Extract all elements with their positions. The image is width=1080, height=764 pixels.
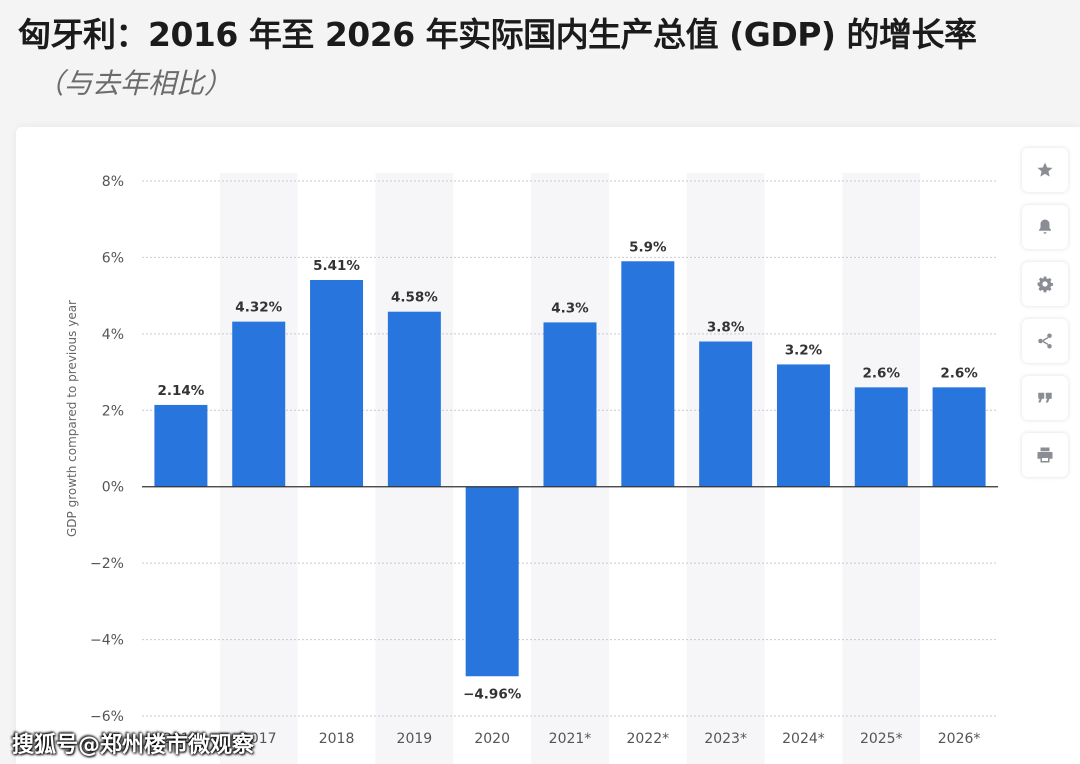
x-tick-label: 2022* bbox=[626, 731, 669, 747]
bar bbox=[854, 387, 908, 487]
settings-button[interactable] bbox=[1022, 262, 1068, 306]
x-tick-label: 2016 bbox=[163, 731, 199, 747]
y-tick-label: −4% bbox=[90, 633, 124, 649]
bar bbox=[465, 486, 519, 677]
x-tick-label: 2017 bbox=[241, 731, 277, 747]
data-label: 2.6% bbox=[863, 365, 901, 381]
cite-button[interactable] bbox=[1022, 376, 1068, 420]
x-tick-label: 2018 bbox=[319, 731, 355, 747]
x-tick-label: 2019 bbox=[397, 731, 433, 747]
bar-chart: 8% 6% 4% 2% 0% −2% −4% −6% 2.14% 2016 4.32% 2017 5.4… bbox=[65, 173, 998, 764]
bar bbox=[776, 364, 830, 487]
bar bbox=[932, 387, 986, 487]
y-tick-label: 8% bbox=[102, 174, 124, 190]
data-label: 2.6% bbox=[940, 365, 978, 381]
favorite-button[interactable] bbox=[1022, 148, 1068, 192]
data-label: 3.2% bbox=[785, 342, 823, 358]
bar bbox=[154, 404, 208, 487]
gear-icon bbox=[1037, 276, 1053, 293]
y-tick-label: 2% bbox=[102, 403, 124, 419]
chart-subtitle: （与去年相比） bbox=[36, 67, 233, 100]
y-tick-label: −6% bbox=[90, 709, 124, 725]
bar bbox=[543, 322, 597, 487]
printer-icon bbox=[1037, 447, 1053, 463]
bell-icon bbox=[1039, 219, 1051, 234]
y-tick-label: −2% bbox=[90, 556, 124, 572]
y-tick-label: 0% bbox=[102, 480, 124, 496]
x-tick-label: 2023* bbox=[704, 731, 747, 747]
chart-card: 8% 6% 4% 2% 0% −2% −4% −6% 2.14% 2016 4.32% 2017 5.4… bbox=[16, 127, 1080, 764]
share-button[interactable] bbox=[1022, 319, 1068, 363]
y-tick-label: 6% bbox=[102, 250, 124, 266]
share-icon bbox=[1038, 333, 1052, 349]
data-label: 4.32% bbox=[235, 300, 282, 316]
bar bbox=[621, 261, 675, 487]
quote-icon bbox=[1038, 392, 1052, 403]
star-icon bbox=[1037, 162, 1053, 177]
print-button[interactable] bbox=[1022, 433, 1068, 477]
x-tick-label: 2025* bbox=[860, 731, 903, 747]
data-label: 5.41% bbox=[313, 258, 360, 274]
data-label: 4.58% bbox=[391, 290, 438, 306]
chart-toolbar bbox=[1022, 148, 1070, 490]
bar bbox=[232, 321, 286, 487]
bar bbox=[387, 311, 441, 487]
x-tick-label: 2020 bbox=[474, 731, 510, 747]
data-label: −4.96% bbox=[463, 686, 522, 702]
data-label: 3.8% bbox=[707, 320, 745, 336]
x-tick-label: 2021* bbox=[549, 731, 592, 747]
x-tick-label: 2024* bbox=[782, 731, 825, 747]
x-tick-label: 2026* bbox=[938, 731, 981, 747]
bar bbox=[310, 279, 364, 487]
y-axis-title: GDP growth compared to previous year bbox=[65, 300, 79, 537]
y-tick-label: 4% bbox=[102, 327, 124, 343]
data-label: 2.14% bbox=[157, 383, 204, 399]
bar bbox=[699, 341, 753, 487]
chart-title: 匈牙利：2016 年至 2026 年实际国内生产总值 (GDP) 的增长率 bbox=[18, 15, 977, 54]
data-label: 4.3% bbox=[551, 300, 589, 316]
data-label: 5.9% bbox=[629, 239, 667, 255]
notification-button[interactable] bbox=[1022, 205, 1068, 249]
watermark-text: 搜狐号@郑州楼市微观察 bbox=[12, 733, 255, 758]
